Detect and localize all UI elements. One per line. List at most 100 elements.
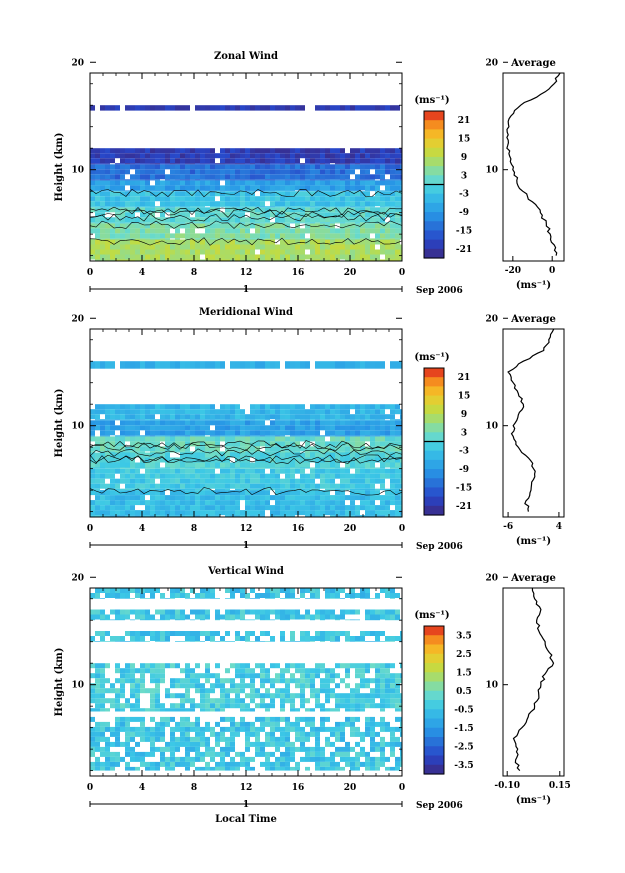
heatmap-cell: [165, 663, 170, 669]
heatmap-cell: [105, 619, 110, 621]
heatmap-cell: [140, 233, 145, 239]
heatmap-cell: [110, 361, 115, 369]
heatmap-cell: [145, 163, 150, 165]
heatmap-cell: [190, 436, 195, 442]
heatmap-cell: [380, 452, 385, 458]
heatmap-cell: [160, 631, 165, 636]
heatmap-cell: [130, 419, 135, 421]
heatmap-cell: [215, 462, 220, 468]
heatmap-cell: [170, 435, 175, 437]
heatmap-cell: [160, 736, 165, 742]
heatmap-cell: [260, 179, 265, 181]
heatmap-cell: [350, 721, 355, 727]
heatmap-cell: [225, 495, 230, 501]
heatmap-cell: [260, 212, 265, 218]
heatmap-cell: [300, 435, 305, 437]
colorbar-swatch: [424, 505, 444, 516]
heatmap-cell: [285, 185, 290, 191]
heatmap-cell: [335, 703, 340, 709]
heatmap-cell: [175, 164, 180, 170]
heatmap-cell: [360, 703, 365, 709]
heatmap-cell: [310, 726, 315, 732]
heatmap-cell: [190, 668, 195, 674]
heatmap-cell: [180, 708, 185, 712]
heatmap-cell: [240, 683, 245, 689]
heatmap-cell: [370, 467, 375, 469]
heatmap-cell: [375, 185, 380, 191]
heatmap-cell: [210, 766, 215, 771]
heatmap-cell: [355, 478, 360, 484]
heatmap-cell: [285, 473, 290, 479]
heatmap-cell: [175, 614, 180, 620]
heatmap-cell: [290, 462, 295, 468]
heatmap-cell: [250, 488, 255, 491]
heatmap-cell: [90, 636, 95, 641]
heatmap-cell: [110, 190, 115, 192]
heatmap-cell: [265, 153, 270, 159]
heatmap-cell: [355, 436, 360, 442]
heatmap-cell: [230, 435, 235, 437]
heatmap-cell: [360, 478, 365, 484]
heatmap-cell: [340, 490, 345, 496]
heatmap-cell: [230, 191, 235, 197]
heatmap-cell: [195, 703, 200, 709]
heatmap-cell: [325, 766, 330, 771]
heatmap-cell: [240, 158, 245, 164]
heatmap-cell: [275, 446, 280, 452]
heatmap-cell: [360, 435, 365, 437]
heatmap-cell: [240, 515, 245, 517]
heatmap-cell: [155, 254, 160, 260]
heatmap-cell: [200, 631, 205, 636]
heatmap-cell: [250, 483, 255, 489]
heatmap-cell: [130, 483, 135, 489]
heatmap-cell: [230, 703, 235, 709]
heatmap-cell: [115, 641, 120, 642]
heatmap-cell: [270, 414, 275, 420]
heatmap-cell: [340, 515, 345, 517]
heatmap-cell: [190, 761, 195, 767]
heatmap-cell: [225, 462, 230, 468]
heatmap-cell: [145, 174, 150, 180]
heatmap-cell: [210, 441, 215, 447]
heatmap-cell: [195, 510, 200, 516]
heatmap-cell: [125, 259, 130, 261]
heatmap-cell: [205, 766, 210, 771]
heatmap-cell: [235, 436, 240, 442]
heatmap-cell: [295, 425, 300, 431]
heatmap-cell: [230, 361, 235, 369]
heatmap-cell: [135, 588, 140, 593]
heatmap-cell: [235, 179, 240, 181]
heatmap-cell: [400, 441, 402, 447]
heatmap-cell: [170, 483, 175, 489]
heatmap-cell: [285, 217, 290, 223]
heatmap-cell: [110, 223, 115, 229]
contour-line: [89, 220, 403, 229]
heatmap-cell: [190, 510, 195, 516]
heatmap-cell: [315, 419, 320, 421]
heatmap-cell: [340, 500, 345, 506]
heatmap-cell: [220, 169, 225, 175]
heatmap-cell: [275, 500, 280, 506]
heatmap-cell: [380, 515, 385, 517]
heatmap-cell: [195, 631, 200, 636]
heatmap-cell: [335, 148, 340, 154]
heatmap-cell: [250, 495, 255, 501]
heatmap-cell: [175, 207, 180, 213]
heatmap-cell: [185, 163, 190, 165]
heatmap-cell: [355, 223, 360, 229]
heatmap-cell: [395, 741, 400, 747]
heatmap-cell: [215, 495, 220, 501]
heatmap-cell: [235, 180, 240, 186]
heatmap-cell: [180, 222, 185, 224]
heatmap-cell: [205, 233, 210, 239]
heatmap-cell: [395, 468, 400, 474]
heatmap-cell: [160, 500, 165, 506]
heatmap-cell: [180, 414, 185, 420]
contour-line: [89, 206, 402, 216]
heatmap-cell: [230, 148, 235, 154]
heatmap-cell: [255, 420, 260, 426]
heatmap-cell: [260, 673, 265, 679]
heatmap-cell: [230, 190, 235, 192]
heatmap-cell: [340, 153, 345, 159]
heatmap-cell: [340, 404, 345, 410]
